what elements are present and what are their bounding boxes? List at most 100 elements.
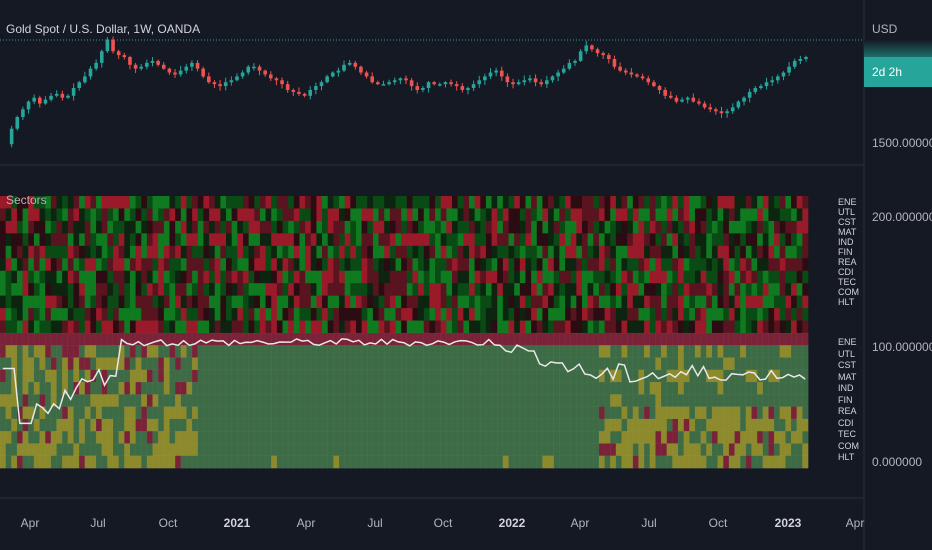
zone-cell bbox=[344, 369, 351, 383]
zone-cell bbox=[197, 369, 204, 383]
heatmap-cell bbox=[129, 295, 136, 309]
heatmap-cell bbox=[254, 233, 261, 247]
heatmap-cell bbox=[525, 270, 532, 284]
zone-cell bbox=[655, 430, 662, 445]
heatmap-cell bbox=[497, 233, 504, 247]
zone-cell bbox=[248, 418, 255, 432]
heatmap-cell bbox=[638, 295, 645, 309]
candle-body bbox=[454, 84, 459, 87]
heatmap-cell bbox=[627, 245, 634, 259]
sector-heatmap[interactable] bbox=[0, 196, 809, 334]
heatmap-cell bbox=[96, 233, 103, 247]
heatmap-cell bbox=[565, 245, 571, 259]
zone-cell bbox=[621, 418, 628, 432]
zone-cell bbox=[90, 345, 97, 359]
zone-cell bbox=[677, 430, 685, 445]
heatmap-cell bbox=[706, 196, 713, 209]
candle-body bbox=[252, 66, 256, 69]
zone-cell bbox=[327, 394, 334, 408]
zone-cell bbox=[383, 430, 391, 445]
heatmap-cell bbox=[565, 283, 571, 296]
heatmap-cell bbox=[305, 220, 312, 234]
zone-cell bbox=[367, 443, 374, 457]
heatmap-cell bbox=[101, 270, 108, 284]
heatmap-cell bbox=[361, 245, 368, 259]
zone-cell bbox=[706, 430, 713, 445]
zone-cell bbox=[310, 455, 317, 469]
zone-cell bbox=[649, 394, 656, 408]
zone-cell bbox=[728, 381, 736, 395]
heatmap-cell bbox=[333, 308, 340, 321]
heatmap-cell bbox=[802, 233, 809, 247]
heatmap-cell bbox=[56, 295, 63, 309]
heatmap-cell bbox=[751, 196, 758, 209]
heatmap-cell bbox=[581, 283, 588, 296]
zone-cell bbox=[231, 369, 238, 383]
zone-cell bbox=[745, 357, 753, 371]
heatmap-cell bbox=[152, 320, 159, 334]
heatmap-cell bbox=[440, 308, 447, 321]
heatmap-cell bbox=[638, 320, 645, 334]
heatmap-cell bbox=[209, 258, 216, 272]
heatmap-cell bbox=[711, 283, 718, 296]
heatmap-cell bbox=[56, 196, 63, 209]
candle-series[interactable] bbox=[9, 36, 808, 148]
heatmap-cell bbox=[231, 258, 238, 272]
candle-body bbox=[601, 53, 605, 56]
zone-cell bbox=[237, 381, 244, 395]
heatmap-cell bbox=[768, 220, 775, 234]
zone-cell bbox=[615, 394, 623, 408]
zone-cell bbox=[542, 443, 549, 457]
zone-cell bbox=[28, 394, 35, 408]
heatmap-cell bbox=[689, 320, 696, 334]
heatmap-cell bbox=[672, 308, 679, 321]
zone-cell bbox=[61, 430, 69, 445]
zone-cell bbox=[214, 406, 221, 420]
candle-body bbox=[759, 86, 763, 89]
zone-cell bbox=[468, 406, 476, 420]
zone-cell bbox=[796, 332, 803, 346]
zone-cell bbox=[547, 430, 555, 445]
heatmap-cell bbox=[0, 233, 6, 247]
zone-cell bbox=[423, 357, 430, 371]
candle-body bbox=[376, 82, 380, 85]
indicator-title[interactable]: Sectors bbox=[6, 193, 47, 207]
heatmap-cell bbox=[395, 220, 402, 234]
zone-cell bbox=[220, 394, 227, 408]
heatmap-cell bbox=[79, 245, 86, 259]
heatmap-cell bbox=[463, 283, 470, 296]
heatmap-cell bbox=[757, 233, 764, 247]
heatmap-cell bbox=[627, 295, 634, 309]
heatmap-cell bbox=[491, 295, 498, 309]
heatmap-cell bbox=[146, 320, 153, 334]
symbol-title[interactable]: Gold Spot / U.S. Dollar, 1W, OANDA bbox=[6, 22, 201, 36]
heatmap-cell bbox=[271, 233, 278, 247]
zone-cell bbox=[570, 443, 577, 457]
zone-cell bbox=[163, 406, 171, 420]
heatmap-cell bbox=[96, 283, 103, 296]
heatmap-cell bbox=[259, 220, 266, 234]
heatmap-cell bbox=[734, 258, 741, 272]
heatmap-cell bbox=[96, 245, 103, 259]
heatmap-cell bbox=[339, 233, 345, 247]
heatmap-cell bbox=[310, 233, 317, 247]
zone-cell bbox=[553, 394, 560, 408]
currency-label[interactable]: USD bbox=[872, 22, 898, 36]
heatmap-cell bbox=[768, 196, 775, 209]
heatmap-cell bbox=[367, 283, 374, 296]
zone-cell bbox=[802, 332, 809, 346]
zone-cell bbox=[457, 443, 464, 457]
zone-cell bbox=[0, 430, 7, 445]
breadth-zones[interactable] bbox=[0, 332, 809, 469]
zone-cell bbox=[694, 418, 702, 432]
breadth-line[interactable] bbox=[2, 338, 806, 425]
heatmap-cell bbox=[129, 220, 136, 234]
heatmap-cell bbox=[593, 258, 600, 272]
zone-cell bbox=[519, 394, 527, 408]
heatmap-cell bbox=[169, 196, 176, 209]
zone-cell bbox=[112, 406, 120, 420]
heatmap-cell bbox=[593, 196, 600, 209]
zone-cell bbox=[581, 443, 589, 457]
zone-cell bbox=[321, 443, 329, 457]
